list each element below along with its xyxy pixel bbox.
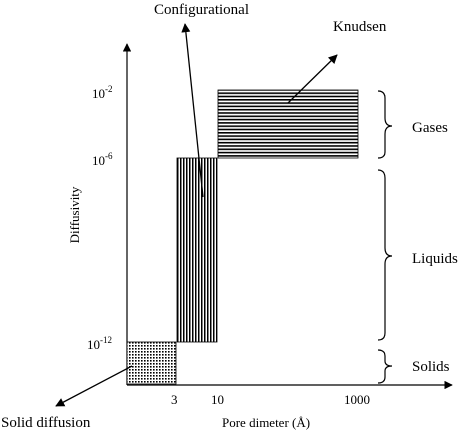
region-solid-diffusion [126, 341, 177, 385]
arrow-knudsen [287, 54, 338, 104]
label-solid-diffusion: Solid diffusion [1, 415, 91, 431]
phase-liquids: Liquids [412, 251, 458, 267]
phase-gases: Gases [412, 120, 448, 136]
y-tick-label: 10-6 [92, 151, 113, 168]
region-configurational [176, 157, 218, 343]
label-knudsen: Knudsen [333, 19, 387, 35]
arrow-solid-diffusion [55, 365, 133, 407]
y-tick-label: 10-2 [92, 84, 113, 101]
x-tick-label: 3 [171, 392, 178, 407]
x-tick-label: 10 [211, 392, 224, 407]
y-axis-label: Diffusivity [67, 186, 82, 243]
phase-solids: Solids [412, 359, 450, 375]
brace-liquids [377, 169, 393, 341]
brace-solids [377, 349, 393, 384]
label-configurational: Configurational [154, 2, 249, 18]
arrow-configurational [181, 23, 204, 198]
y-tick-label: 10-12 [87, 335, 112, 352]
brace-gases [377, 90, 393, 159]
region-knudsen [217, 89, 359, 159]
x-axis-label: Pore dimeter (Å) [222, 415, 310, 430]
x-tick-label: 1000 [344, 392, 370, 407]
